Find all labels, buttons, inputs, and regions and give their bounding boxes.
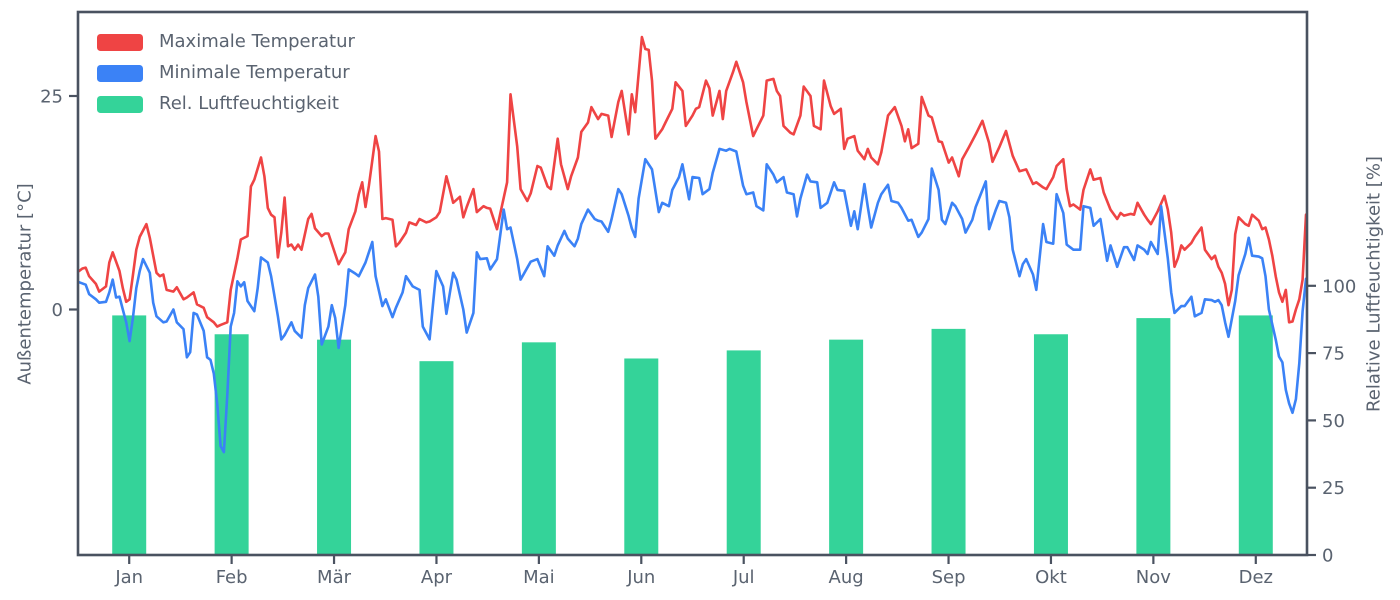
legend-label-0: Maximale Temperatur <box>159 31 355 52</box>
humidity-bar <box>1238 315 1273 555</box>
month-label: Okt <box>1035 567 1067 588</box>
month-label: Dez <box>1239 567 1273 588</box>
humidity-bar <box>726 350 761 555</box>
right-tick-label: 75 <box>1322 344 1345 365</box>
month-label: Jan <box>114 567 143 588</box>
right-tick-label: 100 <box>1322 276 1356 297</box>
legend-item-1: Minimale Temperatur <box>97 64 355 82</box>
right-tick-label: 50 <box>1322 411 1345 432</box>
month-label: Apr <box>421 567 453 588</box>
legend-label-1: Minimale Temperatur <box>159 62 350 83</box>
legend-item-2: Rel. Luftfeuchtigkeit <box>97 95 355 113</box>
month-label: Aug <box>829 567 864 588</box>
humidity-bar <box>829 339 864 555</box>
humidity-bar <box>1033 334 1068 555</box>
right-tick-label: 0 <box>1322 546 1333 567</box>
right-tick-label: 25 <box>1322 478 1345 499</box>
legend-item-0: Maximale Temperatur <box>97 33 355 51</box>
left-tick-label: 25 <box>40 87 63 108</box>
month-label: Jun <box>626 567 655 588</box>
left-axis-title: Außentemperatur [°C] <box>14 183 36 385</box>
humidity-bar <box>112 315 147 555</box>
legend-label-2: Rel. Luftfeuchtigkeit <box>159 93 339 114</box>
humidity-bar <box>1136 318 1171 555</box>
legend-swatch-0 <box>97 33 143 51</box>
right-axis-title: Relative Luftfeuchtigkeit [%] <box>1363 156 1385 412</box>
min-temp-line <box>77 147 1308 454</box>
max-temp-line <box>77 35 1308 328</box>
plot-border <box>76 10 1309 557</box>
month-label: Feb <box>216 567 248 588</box>
humidity-bar <box>317 339 352 555</box>
humidity-bar <box>624 358 659 555</box>
humidity-bar <box>931 328 966 555</box>
left-tick-label: 0 <box>52 300 63 321</box>
legend-swatch-1 <box>97 64 143 82</box>
month-label: Jul <box>732 567 755 588</box>
legend-swatch-2 <box>97 95 143 113</box>
month-label: Mai <box>523 567 555 588</box>
month-label: Sep <box>932 567 966 588</box>
humidity-bar <box>419 361 454 555</box>
month-label: Mär <box>317 567 352 588</box>
legend: Maximale Temperatur Minimale Temperatur Re… <box>97 33 355 113</box>
month-label: Nov <box>1136 567 1171 588</box>
humidity-bar <box>521 342 556 555</box>
